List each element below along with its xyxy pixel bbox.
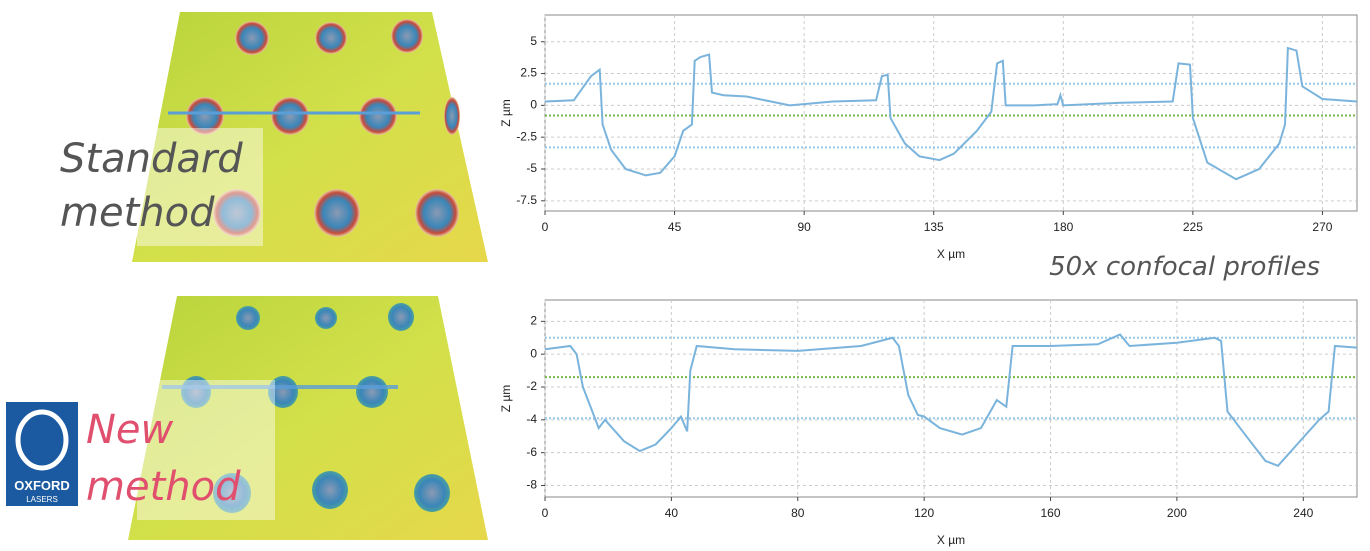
x-tick-label: 160 — [1041, 506, 1061, 520]
logo-text: LASERS — [26, 495, 58, 504]
y-tick-label: -7.5 — [516, 193, 537, 207]
plot-area — [544, 299, 1358, 498]
x-tick-label: 40 — [665, 506, 679, 520]
y-tick-label: 0 — [530, 98, 537, 112]
x-tick-label: 0 — [542, 506, 549, 520]
x-tick-label: 45 — [668, 220, 682, 234]
y-tick-label: -2 — [526, 379, 537, 393]
x-axis-label: X µm — [937, 247, 965, 261]
method-label: Standard — [60, 136, 243, 182]
y-tick-label: -5 — [526, 161, 537, 175]
logo-text: OXFORD — [14, 478, 70, 493]
x-tick-label: 0 — [542, 220, 549, 234]
profile-line — [544, 46, 1358, 181]
x-tick-label: 80 — [791, 506, 805, 520]
x-tick-label: 120 — [914, 506, 934, 520]
x-axis-label: X µm — [937, 533, 965, 547]
y-axis-label: Z µm — [499, 99, 513, 127]
y-axis-label: Z µm — [499, 385, 513, 413]
x-tick-label: 270 — [1312, 220, 1332, 234]
y-tick-label: 2.5 — [520, 66, 537, 80]
y-tick-label: -6 — [526, 445, 537, 459]
x-tick-label: 90 — [797, 220, 811, 234]
x-tick-label: 180 — [1053, 220, 1073, 234]
logo: OXFORD LASERS — [6, 402, 78, 506]
x-tick-label: 135 — [924, 220, 944, 234]
plot-area — [544, 14, 1358, 212]
method-label: method — [60, 190, 215, 236]
surface-image-new — [128, 296, 488, 540]
method-label: New — [86, 407, 174, 453]
x-tick-label: 240 — [1293, 506, 1313, 520]
x-tick-label: 225 — [1183, 220, 1203, 234]
y-tick-label: -8 — [526, 478, 537, 492]
profile-line — [544, 333, 1358, 467]
method-label: method — [86, 464, 241, 510]
y-tick-label: 0 — [530, 346, 537, 360]
y-tick-label: 5 — [530, 34, 537, 48]
x-tick-label: 200 — [1167, 506, 1187, 520]
y-tick-label: -2.5 — [516, 129, 537, 143]
surface-image-standard — [132, 12, 488, 262]
profiles-label: 50x confocal profiles — [1049, 252, 1320, 282]
y-tick-label: -4 — [526, 412, 537, 426]
y-tick-label: 2 — [530, 314, 537, 328]
